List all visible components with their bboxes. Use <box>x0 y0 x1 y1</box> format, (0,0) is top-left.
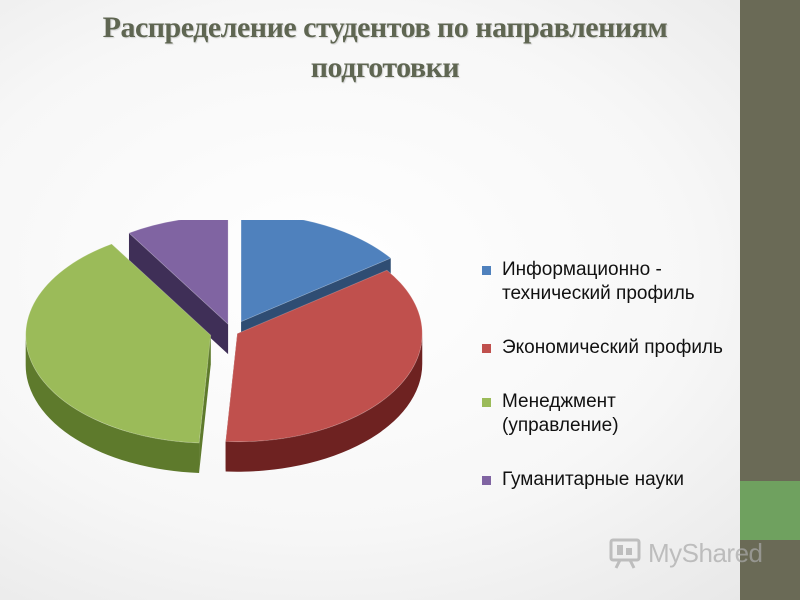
pie-chart <box>25 220 423 473</box>
pie-slice-management <box>25 243 212 444</box>
chart-title-line-2: подготовки <box>310 51 460 84</box>
legend-swatch-humanities <box>482 476 491 485</box>
pie-slice-side-0-management <box>199 335 211 473</box>
chart-title: Распределение студентов по направлениям … <box>40 8 730 88</box>
legend-label-it: Информационно - технический профиль <box>502 259 695 304</box>
presentation-board-icon <box>609 538 641 569</box>
legend-item-economics: Экономический профиль <box>482 336 732 360</box>
legend-label-management: Менеджмент (управление) <box>502 391 619 436</box>
watermark: MyShared <box>608 536 763 570</box>
pie-slice-wall-economics <box>225 333 423 472</box>
legend-swatch-management <box>482 398 491 407</box>
legend-item-it: Информационно - технический профиль <box>482 258 732 306</box>
legend-swatch-economics <box>482 344 491 353</box>
legend-label-humanities: Гуманитарные науки <box>502 469 684 490</box>
pie-slice-it <box>240 220 392 323</box>
legend-item-management: Менеджмент (управление) <box>482 390 732 438</box>
pie-slice-economics <box>225 269 423 443</box>
chart-title-line-1: Распределение студентов по направлениям <box>102 11 668 44</box>
legend-swatch-it <box>482 266 491 275</box>
pie-slice-humanities <box>128 220 229 326</box>
watermark-text: MyShared <box>648 537 763 568</box>
legend: Информационно - технический профиль Экон… <box>482 258 732 492</box>
legend-item-humanities: Гуманитарные науки <box>482 468 732 492</box>
side-accent <box>740 481 800 540</box>
pie-slice-wall-management <box>25 335 200 473</box>
legend-label-economics: Экономический профиль <box>502 337 723 358</box>
pie-slice-side-0-humanities <box>128 232 229 355</box>
